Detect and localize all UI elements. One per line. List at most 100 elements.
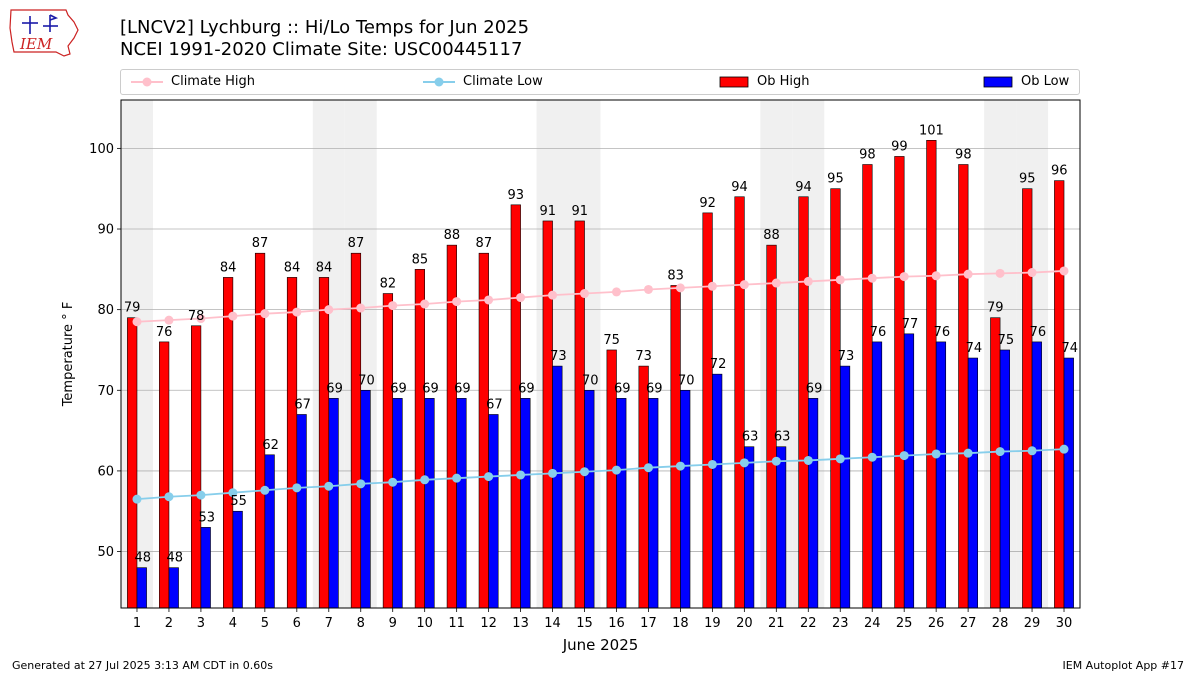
bar-ob-high-day-16 <box>606 349 617 609</box>
x-tick-label-10: 10 <box>416 616 433 631</box>
climate-high-point-day-27 <box>963 269 973 279</box>
climate-low-point-day-9 <box>388 477 398 487</box>
x-tick-label-27: 27 <box>960 616 977 631</box>
label-ob-high-day-18: 83 <box>667 268 684 283</box>
climate-high-point-day-5 <box>260 309 270 319</box>
label-ob-high-day-20: 94 <box>731 180 748 195</box>
label-ob-high-day-23: 95 <box>827 172 844 187</box>
x-tick-label-2: 2 <box>165 616 173 631</box>
bar-ob-low-day-4 <box>232 510 243 609</box>
label-ob-low-day-16: 69 <box>614 381 631 396</box>
label-ob-high-day-19: 92 <box>699 196 716 211</box>
label-ob-low-day-21: 63 <box>774 430 791 445</box>
label-ob-low-day-20: 63 <box>742 430 759 445</box>
bar-ob-low-day-16 <box>616 398 627 609</box>
label-ob-high-day-2: 76 <box>156 325 173 340</box>
climate-low-point-day-1 <box>132 494 142 504</box>
label-ob-low-day-25: 77 <box>902 317 919 332</box>
label-ob-high-day-15: 91 <box>571 204 588 219</box>
bar-ob-high-day-2 <box>159 341 170 609</box>
x-tick-label-30: 30 <box>1056 616 1073 631</box>
label-ob-low-day-8: 70 <box>358 373 375 388</box>
bar-ob-high-day-12 <box>478 252 489 609</box>
climate-low-point-day-12 <box>484 472 494 482</box>
x-tick-label-20: 20 <box>736 616 753 631</box>
iowa-outline <box>9 9 79 57</box>
iem-logo: IEM <box>9 9 79 57</box>
climate-high-point-day-18 <box>675 283 685 293</box>
label-ob-high-day-22: 94 <box>795 180 812 195</box>
climate-high-point-day-30 <box>1059 266 1069 276</box>
label-ob-high-day-1: 79 <box>124 301 141 316</box>
bar-ob-high-day-29 <box>1022 188 1033 609</box>
label-ob-high-day-10: 85 <box>412 252 429 267</box>
x-axis-label: June 2025 <box>562 636 639 654</box>
x-tick-label-5: 5 <box>261 616 269 631</box>
chart-title: [LNCV2] Lychburg :: Hi/Lo Temps for Jun … <box>120 17 530 38</box>
bar-ob-high-day-23 <box>830 188 841 609</box>
label-ob-low-day-19: 72 <box>710 357 727 372</box>
bar-value-labels: 79 48 76 48 78 53 84 55 87 62 84 67 84 69 87 70 82 69 85 69… <box>124 123 1078 565</box>
bar-ob-low-day-28 <box>999 349 1010 609</box>
label-ob-low-day-18: 70 <box>678 373 695 388</box>
weekend-shade-day-21 <box>760 100 793 608</box>
bar-ob-low-day-17 <box>648 398 659 609</box>
x-tick-label-1: 1 <box>133 616 141 631</box>
label-ob-low-day-27: 74 <box>966 341 983 356</box>
climate-low-point-day-20 <box>739 458 749 468</box>
legend-swatch-ob-low <box>983 76 1013 88</box>
label-ob-high-day-21: 88 <box>763 228 780 243</box>
app-credit: IEM Autoplot App #17 <box>1062 659 1185 672</box>
legend-swatch-climate-high <box>131 77 163 87</box>
label-ob-low-day-29: 76 <box>1030 325 1047 340</box>
bar-ob-low-day-3 <box>200 527 211 609</box>
bar-ob-high-day-18 <box>670 285 681 609</box>
bar-ob-high-day-30 <box>1054 180 1065 609</box>
logo-text: IEM <box>19 35 53 53</box>
bar-ob-high-day-10 <box>414 269 425 609</box>
label-ob-low-day-13: 69 <box>518 381 535 396</box>
y-axis-label: Temperature ° F <box>61 302 76 408</box>
weekend-shade-day-29 <box>1016 100 1049 608</box>
climate-low-point-day-29 <box>1027 446 1037 456</box>
bar-ob-low-day-9 <box>392 398 403 609</box>
x-tick-label-9: 9 <box>389 616 397 631</box>
climate-low-point-day-27 <box>963 448 973 458</box>
climate-high-point-day-4 <box>228 311 238 321</box>
bar-ob-high-day-27 <box>958 164 969 609</box>
climate-high-point-day-20 <box>739 280 749 290</box>
climate-high-point-day-6 <box>292 307 302 317</box>
climate-low-point-day-21 <box>771 456 781 466</box>
x-tick-label-8: 8 <box>357 616 365 631</box>
bar-ob-low-day-21 <box>776 446 787 609</box>
climate-low-point-day-5 <box>260 485 270 495</box>
climate-high-point-day-19 <box>707 281 717 291</box>
bar-ob-low-day-12 <box>488 414 499 609</box>
label-ob-high-day-17: 73 <box>635 349 652 364</box>
climate-high-point-day-11 <box>452 297 462 307</box>
label-ob-low-day-10: 69 <box>422 381 439 396</box>
weekend-shade-day-7 <box>312 100 345 608</box>
climate-low-point-day-28 <box>995 447 1005 457</box>
generated-timestamp: Generated at 27 Jul 2025 3:13 AM CDT in … <box>12 659 273 672</box>
climate-high-point-day-3 <box>196 314 206 324</box>
bar-ob-low-day-5 <box>264 454 275 609</box>
label-ob-high-day-28: 79 <box>987 301 1004 316</box>
climate-high-line <box>136 270 1065 323</box>
weekend-shade-day-1 <box>121 100 153 608</box>
grid-lines <box>121 147 1080 552</box>
climate-low-point-day-26 <box>931 449 941 459</box>
climate-low-point-day-22 <box>803 455 813 465</box>
x-tick-label-25: 25 <box>896 616 913 631</box>
x-tick-label-14: 14 <box>544 616 561 631</box>
climate-low-point-day-25 <box>899 451 909 461</box>
label-ob-low-day-24: 76 <box>870 325 887 340</box>
label-ob-low-day-22: 69 <box>806 381 823 396</box>
label-ob-low-day-5: 62 <box>262 438 279 453</box>
label-ob-high-day-16: 75 <box>603 333 620 348</box>
climate-high-point-day-22 <box>803 276 813 286</box>
label-ob-low-day-26: 76 <box>934 325 951 340</box>
label-ob-low-day-14: 73 <box>550 349 567 364</box>
legend-label-climate-low: Climate Low <box>463 74 543 89</box>
